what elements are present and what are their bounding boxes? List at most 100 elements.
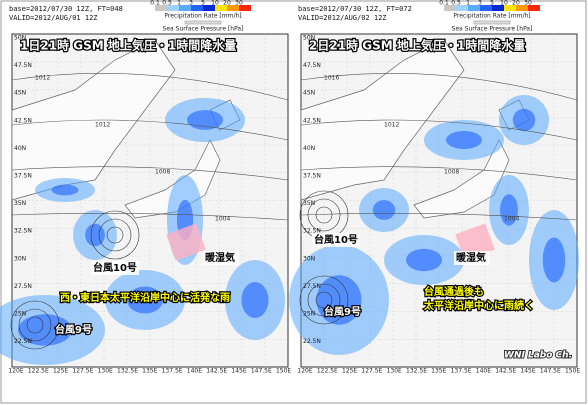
lat-label: 25N: [303, 311, 315, 318]
lon-label: 147.5E: [251, 368, 272, 375]
colorbar-tick: 0.5: [162, 0, 172, 7]
pressure-swatch: [184, 20, 222, 25]
warm-moist-label: 暖湿気: [205, 251, 235, 264]
colorbar-cell: [155, 5, 167, 11]
isobar-label: 1012: [35, 75, 50, 82]
typhoon-isobar: [98, 218, 132, 252]
colorbar-cell: [468, 5, 480, 11]
isobar: [300, 213, 578, 221]
map-title: 1日21時 GSM 地上気圧・1時間降水量: [20, 38, 236, 53]
colorbar-tick: 5: [490, 0, 494, 7]
lat-label: 42.5N: [14, 117, 32, 124]
lon-label: 130E: [387, 368, 402, 375]
precipitation: [406, 248, 442, 272]
colorbar-tick: 0.5: [451, 0, 461, 7]
pressure-legend: Sea Surface Pressure [hPa]: [163, 26, 244, 33]
watermark: WNI Labo Ch.: [504, 351, 572, 361]
lat-label: 27.5N: [303, 283, 321, 290]
typhoon-isobar: [106, 226, 124, 244]
typhoon-isobar: [315, 291, 333, 309]
colorbar-cell: [167, 5, 179, 11]
lon-label: 145E: [231, 368, 246, 375]
lon-label: 122.5E: [28, 368, 49, 375]
colorbar-tick: 10: [500, 0, 508, 7]
panel: base=2012/07/30 12Z, FT=048VALID=2012/AU…: [0, 0, 291, 375]
pressure-swatch: [473, 20, 511, 25]
lat-label: 25N: [14, 311, 26, 318]
lon-label: 150E: [565, 368, 580, 375]
lon-label: 120E: [8, 368, 23, 375]
lat-label: 22.5N: [303, 338, 321, 345]
colorbar-cell: [215, 5, 227, 11]
panel: base=2012/07/30 12Z, FT=072VALID=2012/AU…: [289, 0, 580, 375]
precipitation: [51, 184, 79, 196]
isobar-label: 1016: [324, 75, 339, 82]
colorbar-cell: [444, 5, 456, 11]
precipitation: [446, 131, 482, 149]
precipitation: [127, 286, 163, 314]
typhoon-isobar: [90, 210, 140, 260]
lat-label: 40N: [303, 145, 315, 152]
valid-text: VALID=2012/AUG/01 12Z: [9, 14, 98, 22]
isobar-label: 1008: [155, 169, 170, 176]
lat-label: 32.5N: [303, 228, 321, 235]
warm-moist-label-box: [203, 251, 239, 265]
colorbar-tick: 30: [524, 0, 532, 7]
typhoon-10-label-box: [312, 233, 360, 247]
lat-label: 45N: [303, 90, 315, 97]
typhoon-isobar: [307, 198, 341, 232]
typhoon-10-label-box: [91, 261, 139, 275]
lat-label: 35N: [14, 200, 26, 207]
colorbar-tick: 0.1: [150, 0, 160, 7]
lat-label: 47.5N: [303, 62, 321, 69]
precipitation: [512, 108, 536, 132]
colorbar-tick: 20: [512, 0, 520, 7]
colorbar-cell: [191, 5, 203, 11]
lon-label: 140E: [187, 368, 202, 375]
isobar-label: 1012: [384, 122, 399, 129]
colorbar-tick: 30: [235, 0, 243, 7]
warm-moist-label-box: [454, 251, 490, 265]
lon-label: 147.5E: [540, 368, 561, 375]
pressure-legend: Sea Surface Pressure [hPa]: [452, 26, 533, 33]
colorbar-cell: [456, 5, 468, 11]
warm-moist-label: 暖湿気: [456, 251, 486, 264]
valid-text: VALID=2012/AUG/02 12Z: [298, 14, 387, 22]
colorbar-cell: [227, 5, 239, 11]
lat-label: 45N: [14, 90, 26, 97]
lat-label: 32.5N: [14, 228, 32, 235]
isobar: [11, 213, 289, 221]
lon-label: 150E: [276, 368, 291, 375]
lon-label: 125E: [53, 368, 68, 375]
colorbar-cell: [239, 5, 251, 11]
lon-label: 122.5E: [317, 368, 338, 375]
land: [413, 139, 510, 219]
typhoon-isobar: [315, 206, 333, 224]
lon-label: 125E: [342, 368, 357, 375]
lat-label: 27.5N: [14, 283, 32, 290]
isobar-label: 1004: [215, 216, 230, 223]
warm-moist-area: [166, 223, 206, 261]
lat-label: 47.5N: [14, 62, 32, 69]
isobar: [300, 119, 578, 141]
isobar-label: 1008: [444, 169, 459, 176]
colorbar-cell: [528, 5, 540, 11]
colorbar-cell: [203, 5, 215, 11]
colorbar-cell: [504, 5, 516, 11]
precip-legend: Precipitation Rate [mm/h]: [453, 13, 530, 20]
isobar-label: 1012: [95, 122, 110, 129]
note: 台風通過後も: [424, 285, 484, 298]
colorbar-tick: 5: [201, 0, 205, 7]
precipitation: [542, 237, 566, 283]
lon-label: 140E: [476, 368, 491, 375]
typhoon-isobar: [18, 308, 52, 342]
typhoon-isobar: [307, 283, 341, 317]
typhoon-10-label: 台風10号: [314, 233, 358, 246]
lon-label: 127.5E: [361, 368, 382, 375]
typhoon-10-label: 台風10号: [93, 261, 137, 274]
lon-label: 142.5E: [495, 368, 516, 375]
colorbar-cell: [179, 5, 191, 11]
isobar: [11, 119, 289, 141]
map-title: 2日21時 GSM 地上気圧・1時間降水量: [309, 38, 525, 53]
lat-label: 37.5N: [303, 173, 321, 180]
